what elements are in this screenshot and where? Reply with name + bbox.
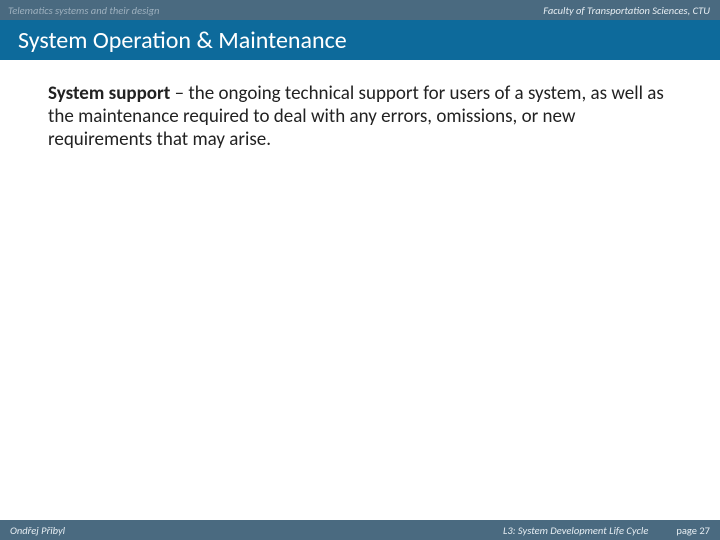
page-number: page 27: [676, 524, 720, 537]
lecture-label: L3: System Development Life Cycle: [503, 524, 676, 537]
title-bar: System Operation & Maintenance: [0, 20, 720, 60]
author-name: Ondřej Přibyl: [0, 524, 65, 537]
course-name: Telematics systems and their design: [0, 0, 359, 20]
body-paragraph: System support – the ongoing technical s…: [48, 82, 682, 152]
faculty-name: Faculty of Transportation Sciences, CTU: [359, 0, 720, 20]
term-bold: System support: [48, 82, 170, 105]
slide-title: System Operation & Maintenance: [18, 26, 347, 55]
footer-bar: Ondřej Přibyl L3: System Development Lif…: [0, 520, 720, 540]
top-bar: Telematics systems and their design Facu…: [0, 0, 720, 20]
content-area: System support – the ongoing technical s…: [0, 60, 720, 520]
slide: Telematics systems and their design Facu…: [0, 0, 720, 540]
